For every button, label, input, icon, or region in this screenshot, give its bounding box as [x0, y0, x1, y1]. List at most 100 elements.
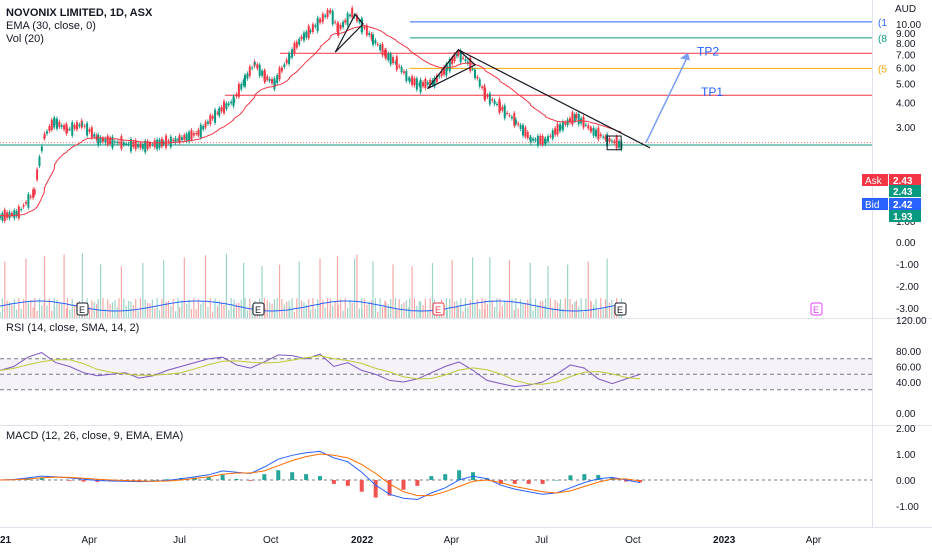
candle-body — [522, 125, 525, 136]
ema-legend[interactable]: EMA (30, close, 0) — [6, 20, 96, 32]
volume-bar — [246, 310, 249, 318]
candle-body — [532, 138, 535, 141]
candle-body — [358, 20, 361, 23]
macd-axis-tick: 2.00 — [896, 424, 916, 435]
volume-bar — [319, 258, 321, 318]
volume-bar — [336, 256, 339, 318]
candle-body — [32, 189, 35, 198]
candle-body — [316, 17, 319, 32]
candle-body — [63, 125, 66, 130]
volume-bar — [445, 298, 448, 318]
volume-bar — [542, 301, 544, 318]
volume-bar — [158, 310, 161, 318]
candle-body — [302, 32, 305, 41]
macd-histogram-bar — [401, 480, 406, 490]
vol-legend[interactable]: Vol (20) — [6, 33, 44, 45]
volume-bar — [269, 302, 271, 318]
candle-body — [178, 135, 181, 143]
candle-body — [256, 64, 259, 69]
candle-body — [539, 135, 542, 145]
candle-body — [134, 140, 137, 150]
volume-bar — [71, 298, 73, 318]
volume-bar — [104, 309, 106, 318]
earnings-marker: E — [813, 305, 819, 315]
candle-body — [365, 25, 368, 36]
price-axis-tick: 9.00 — [896, 29, 916, 40]
candle-body — [503, 105, 506, 119]
candle-body — [464, 59, 467, 62]
candle-body — [491, 99, 494, 101]
volume-bar — [165, 301, 167, 318]
candle-body — [258, 64, 261, 77]
volume-bar — [300, 300, 303, 318]
volume-bar — [235, 303, 238, 318]
volume-bar — [411, 266, 413, 318]
candle-body — [604, 136, 607, 140]
candle-body — [501, 106, 504, 111]
candle-body — [167, 140, 170, 143]
volume-bar — [372, 261, 374, 318]
candle-body — [370, 34, 373, 40]
candle-body — [214, 109, 217, 123]
volume-bar — [606, 258, 608, 318]
pattern-wedge-2 — [427, 48, 477, 90]
candle-body — [309, 30, 312, 32]
macd-histogram-bar — [304, 474, 309, 480]
candle-body — [488, 93, 491, 105]
candle-body — [592, 127, 595, 136]
volume-bar — [41, 305, 43, 318]
candle-body — [185, 133, 188, 141]
projection-arrow-head — [680, 52, 690, 61]
candle-body — [506, 112, 509, 114]
volume-bar — [358, 308, 360, 318]
volume-bar — [347, 307, 349, 318]
macd-histogram-bar — [373, 480, 378, 498]
level-label: (1 — [878, 18, 887, 29]
earnings-marker-box — [432, 302, 445, 316]
volume-bar — [298, 261, 300, 318]
volume-bar — [1, 298, 3, 318]
volume-bar — [462, 311, 464, 318]
volume-group — [0, 253, 623, 318]
macd-histogram-bar — [596, 474, 601, 480]
candle-body — [376, 44, 379, 46]
candle-body — [582, 116, 585, 128]
candle-body — [139, 143, 142, 148]
volume-bar — [408, 307, 410, 318]
volume-axis-tick: -2.00 — [896, 282, 919, 293]
candle-body — [291, 49, 294, 58]
volume-bar — [251, 305, 253, 318]
volume-axis-tick: -3.00 — [896, 304, 919, 315]
candle-body — [368, 32, 371, 35]
volume-bar — [611, 299, 613, 318]
candle-body — [524, 127, 527, 137]
candle-body — [174, 138, 177, 143]
candle-body — [355, 15, 358, 22]
price-tag-value: 2.42 — [893, 200, 913, 211]
volume-bar — [181, 300, 183, 318]
volume-bar — [530, 298, 532, 318]
volume-bar — [569, 298, 571, 318]
candle-body — [324, 15, 327, 17]
candle-body — [337, 23, 340, 36]
macd-legend[interactable]: MACD (12, 26, close, 9, EMA, EMA) — [6, 430, 184, 442]
macd-line — [0, 450, 641, 501]
volume-bar — [385, 302, 387, 318]
candle-body — [220, 107, 223, 112]
volume-bar — [228, 310, 230, 318]
volume-bar — [135, 298, 137, 318]
volume-bar — [46, 305, 48, 318]
candle-body — [20, 209, 23, 211]
volume-bar — [308, 298, 310, 318]
candle-body — [235, 94, 238, 97]
consolidation-box — [606, 135, 622, 151]
symbol-title[interactable]: NOVONIX LIMITED, 1D, ASX — [6, 7, 153, 19]
candle-body — [526, 132, 529, 139]
rsi-legend[interactable]: RSI (14, close, SMA, 14, 2) — [6, 322, 140, 334]
macd-histogram-bar — [331, 480, 336, 484]
candle-body — [559, 125, 562, 130]
volume-bar — [467, 307, 469, 318]
volume-bar — [524, 302, 526, 318]
price-axis-tick: 6.00 — [896, 64, 916, 75]
